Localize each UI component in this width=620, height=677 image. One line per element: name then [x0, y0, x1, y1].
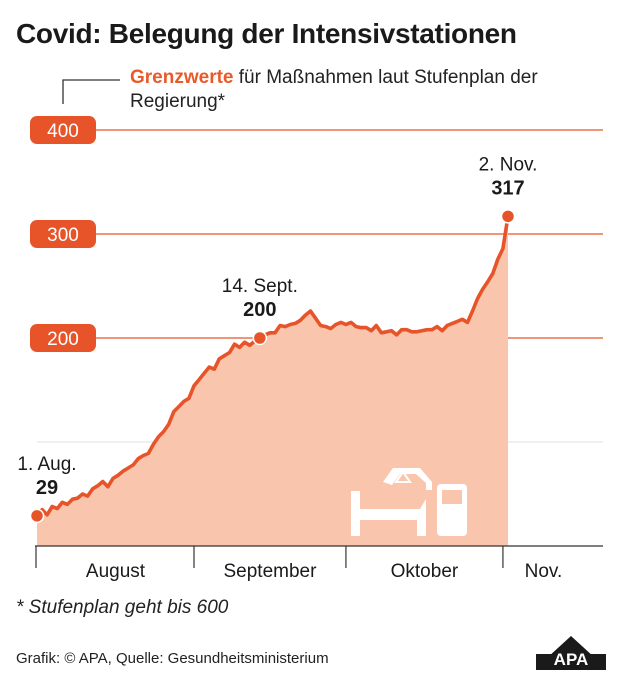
legend-highlight: Grenzwerte [130, 67, 234, 88]
x-tick-label: August [86, 561, 146, 582]
annotation-dot [500, 209, 516, 224]
legend-bracket [62, 79, 120, 104]
bed-monitor-screen [442, 490, 462, 504]
threshold-badge [30, 324, 96, 352]
annotation-date: 1. Aug. [17, 454, 76, 475]
chart-title: Covid: Belegung der Intensivstationen [16, 18, 517, 49]
bed-pillow [394, 470, 412, 483]
annotation-date: 14. Sept. [222, 276, 298, 297]
bed-headboard [351, 491, 360, 536]
bed-rail [383, 468, 432, 490]
x-tick-label: September [223, 561, 317, 582]
threshold-labels: 400 300 200 [30, 116, 96, 352]
annotation-dot [29, 508, 45, 524]
source-credit: Grafik: © APA, Quelle: Gesundheitsminist… [16, 650, 329, 667]
annotation-value: 29 [36, 477, 58, 499]
hospital-bed-icon [351, 468, 467, 536]
legend-text: Grenzwerte für Maßnahmen laut Stufenplan… [130, 66, 620, 114]
x-tick-label: Oktober [391, 561, 459, 582]
legend-bracket-line [62, 79, 120, 104]
threshold-label: 300 [47, 225, 79, 246]
x-tick-label: Nov. [525, 561, 563, 582]
annotation-dot [252, 330, 268, 346]
threshold-label: 200 [47, 329, 79, 350]
area-series [35, 214, 510, 547]
chart: August September Oktober Nov. 400 300 200 1. … [17, 79, 603, 582]
annotation-date: 2. Nov. [479, 154, 538, 175]
annotation-value: 200 [243, 299, 276, 321]
threshold-badge [30, 116, 96, 144]
area-fill [37, 216, 508, 547]
series-line [35, 214, 510, 518]
logo-text: APA [554, 650, 589, 669]
annotation-value: 317 [491, 177, 524, 199]
threshold-label: 400 [47, 121, 79, 142]
legend-description: für Maßnahmen laut Stufenplan der Regier… [130, 67, 538, 112]
bed-frame [356, 499, 426, 536]
x-axis: August September Oktober Nov. [35, 545, 603, 582]
footnote: * Stufenplan geht bis 600 [16, 597, 229, 618]
threshold-badge [30, 220, 96, 248]
apa-logo: APA [536, 636, 606, 670]
